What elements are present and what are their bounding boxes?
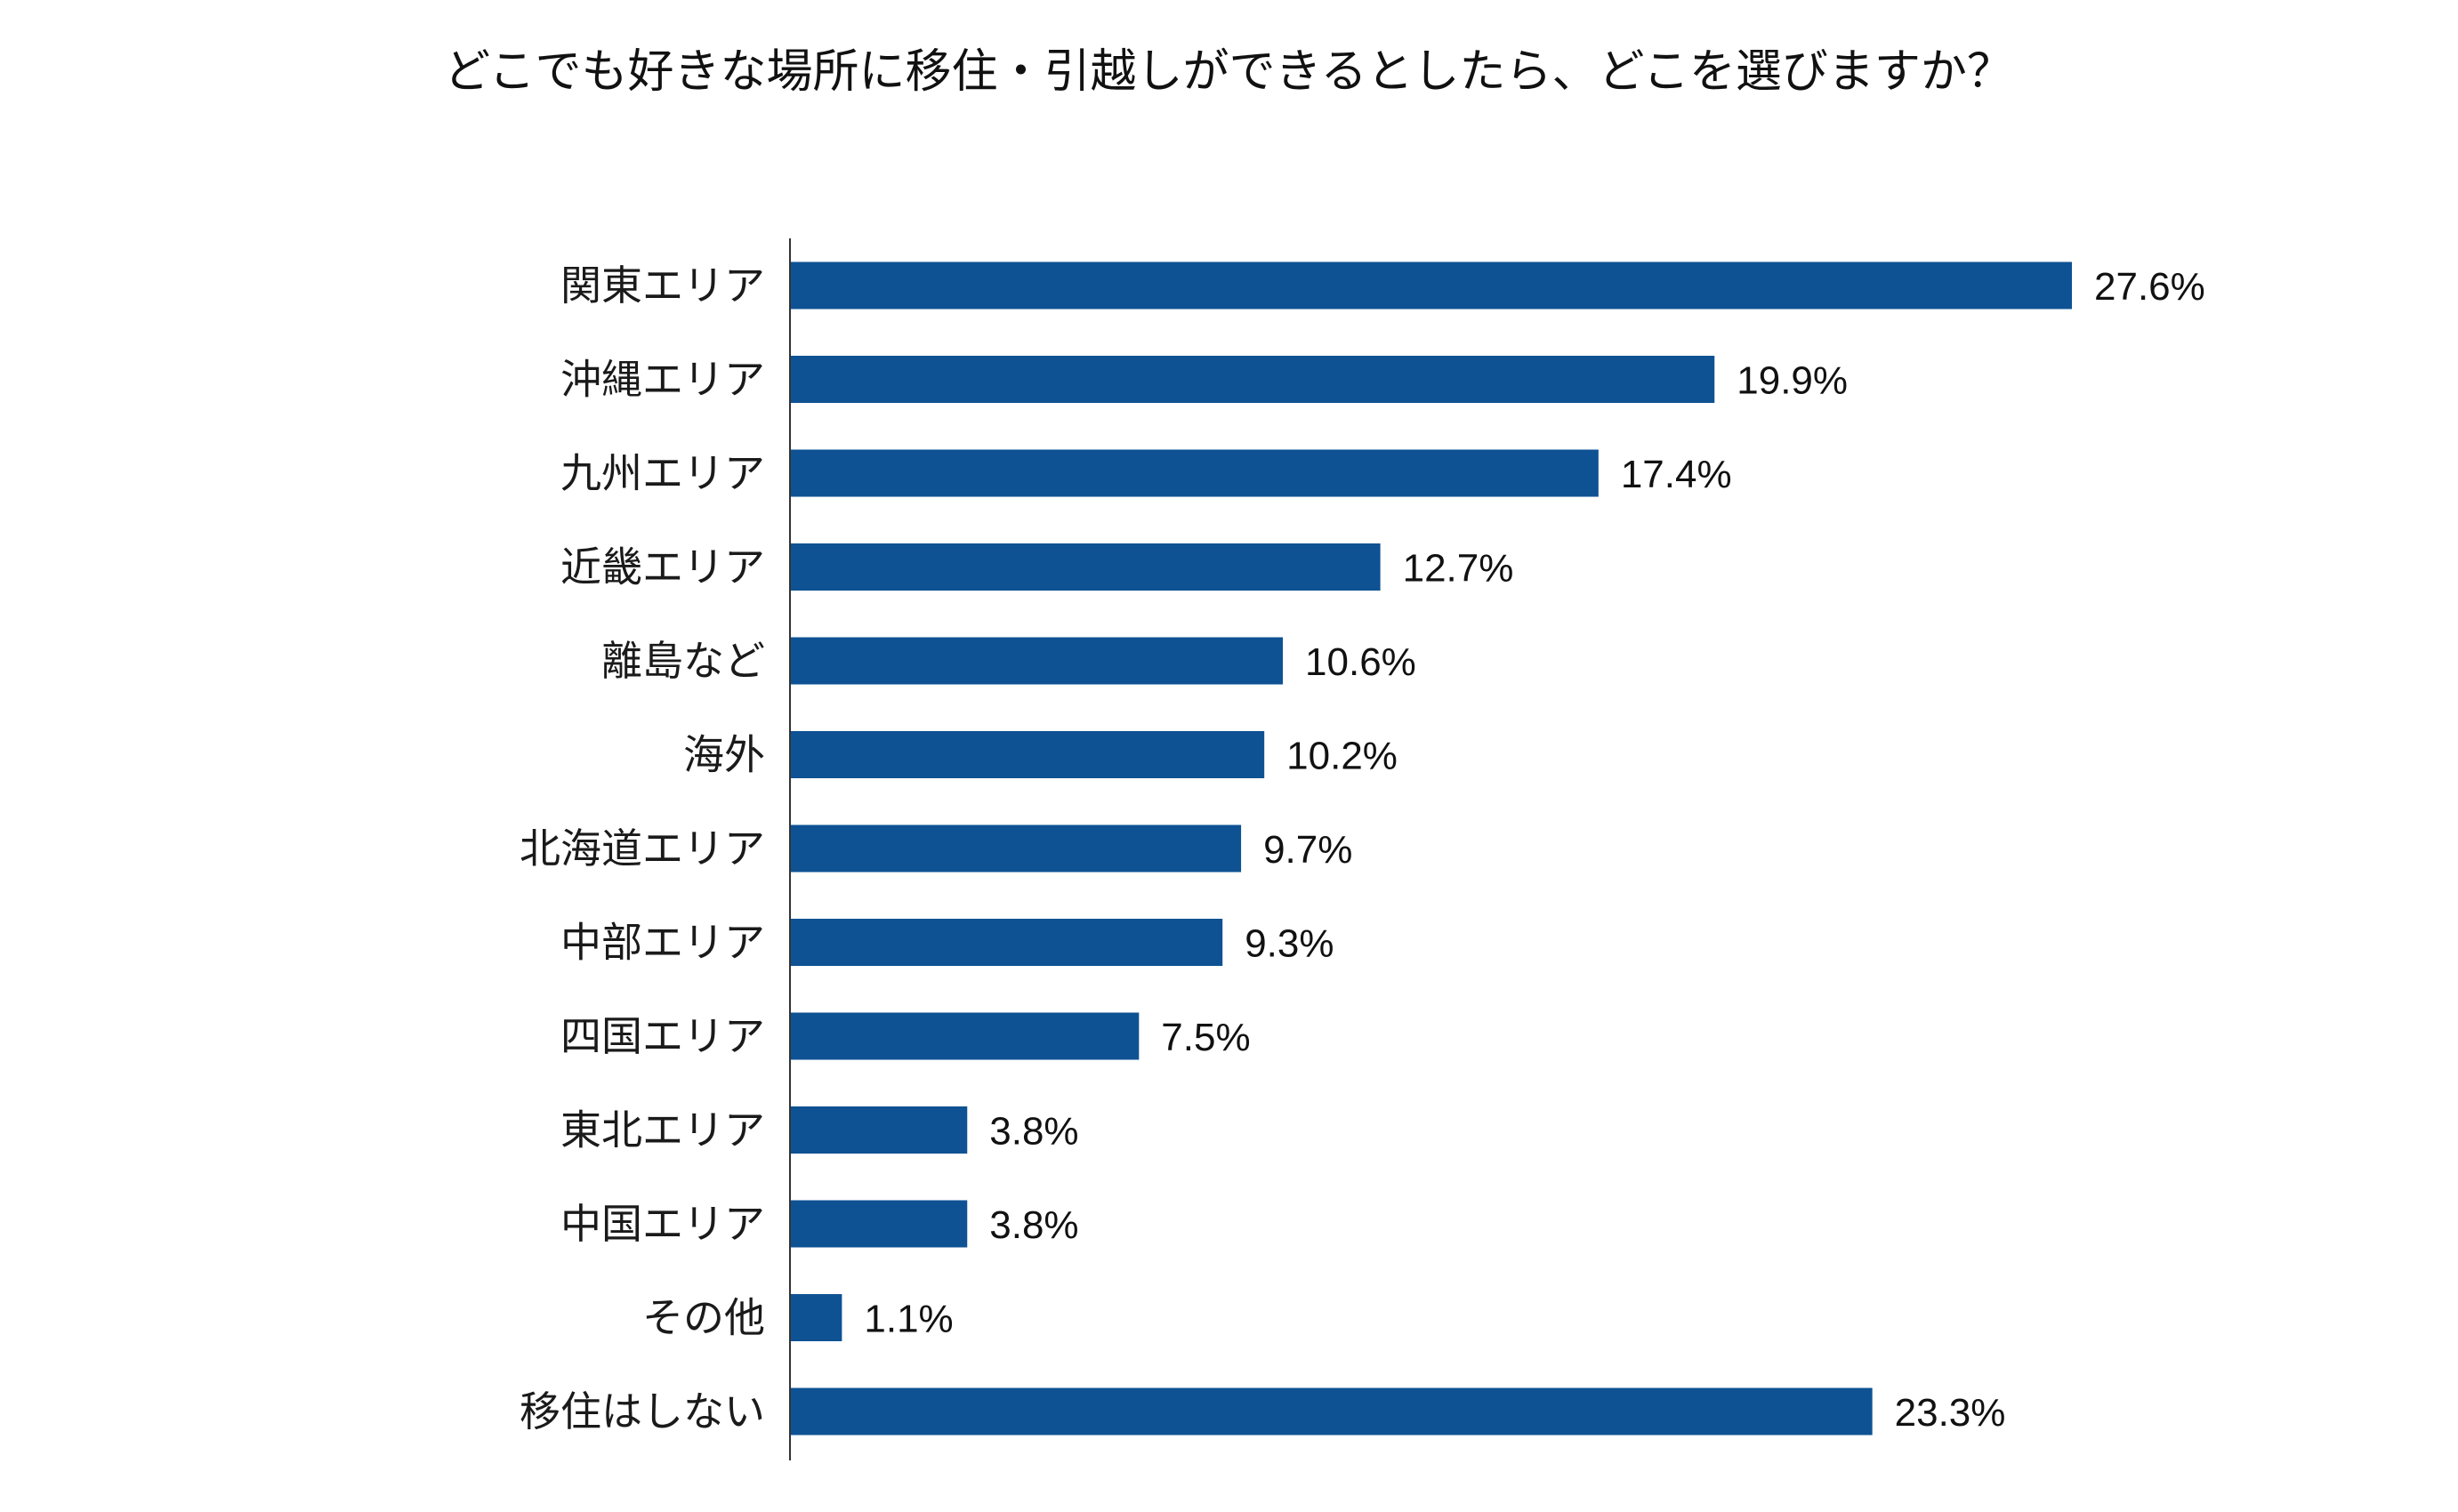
value-label: 19.9% (1737, 359, 1848, 403)
bar (791, 637, 1284, 685)
category-label: 沖縄エリア (560, 356, 765, 404)
bar (791, 543, 1381, 591)
value-label: 7.5% (1161, 1016, 1250, 1059)
bar (791, 1294, 842, 1341)
value-label: 3.8% (989, 1203, 1078, 1247)
category-label: 北海道エリア (520, 824, 765, 873)
category-label: 九州エリア (560, 449, 765, 497)
bar (791, 824, 1242, 873)
value-label: 10.6% (1305, 640, 1416, 684)
value-label: 9.7% (1263, 828, 1352, 872)
bar (791, 261, 2072, 310)
chart-title: どこでも好きな場所に移住・引越しができるとしたら、どこを選びますか？ (444, 45, 2013, 99)
category-label: 離島など (601, 637, 765, 685)
bar (791, 919, 1223, 966)
value-label: 10.2% (1286, 735, 1398, 778)
bar (791, 1106, 968, 1154)
value-label: 23.3% (1895, 1391, 2006, 1435)
value-label: 12.7% (1403, 547, 1514, 591)
value-label: 3.8% (989, 1110, 1078, 1154)
category-label: 中部エリア (560, 919, 765, 967)
category-label: その他 (642, 1294, 765, 1342)
category-label: 移住はしない (520, 1387, 765, 1436)
category-label: 近畿エリア (560, 543, 765, 591)
bar (791, 1387, 1873, 1436)
bar (791, 1200, 968, 1248)
bar (791, 731, 1265, 778)
category-label: 海外 (683, 731, 765, 779)
category-label: 中国エリア (560, 1200, 765, 1248)
bar (791, 449, 1599, 497)
bar (791, 1012, 1140, 1060)
value-label: 17.4% (1621, 453, 1732, 496)
category-label: 四国エリア (560, 1012, 765, 1060)
value-label: 9.3% (1245, 922, 1334, 966)
category-label: 東北エリア (560, 1106, 765, 1154)
value-label: 1.1% (864, 1298, 953, 1341)
bar (791, 356, 1715, 403)
category-label: 関東エリア (560, 261, 765, 310)
bars-group: 関東エリア 27.6% 沖縄エリア 19.9% 九州エリア 17.4% 近畿エリア 12.7%… (520, 261, 2205, 1436)
value-label: 27.6% (2094, 265, 2205, 309)
